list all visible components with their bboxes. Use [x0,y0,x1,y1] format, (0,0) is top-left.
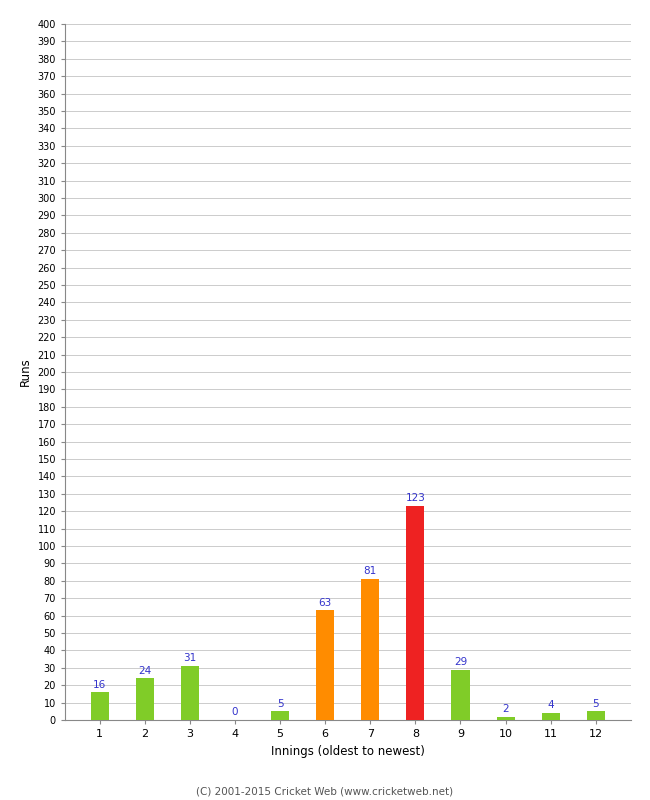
Text: (C) 2001-2015 Cricket Web (www.cricketweb.net): (C) 2001-2015 Cricket Web (www.cricketwe… [196,786,454,796]
Text: 4: 4 [547,701,554,710]
Bar [136,678,154,720]
Bar [316,610,334,720]
Bar [361,579,380,720]
Text: 123: 123 [406,494,425,503]
Bar [452,670,469,720]
Text: 0: 0 [232,707,239,718]
Bar [497,717,515,720]
X-axis label: Innings (oldest to newest): Innings (oldest to newest) [271,745,424,758]
Text: 2: 2 [502,704,509,714]
Text: 81: 81 [363,566,377,577]
Bar [587,711,605,720]
Bar [406,506,424,720]
Bar [181,666,199,720]
Text: 5: 5 [592,698,599,709]
Text: 29: 29 [454,657,467,667]
Bar [271,711,289,720]
Bar [541,713,560,720]
Text: 63: 63 [318,598,332,608]
Text: 16: 16 [93,679,107,690]
Text: 31: 31 [183,654,196,663]
Y-axis label: Runs: Runs [19,358,32,386]
Text: 5: 5 [277,698,283,709]
Text: 24: 24 [138,666,151,676]
Bar [91,692,109,720]
